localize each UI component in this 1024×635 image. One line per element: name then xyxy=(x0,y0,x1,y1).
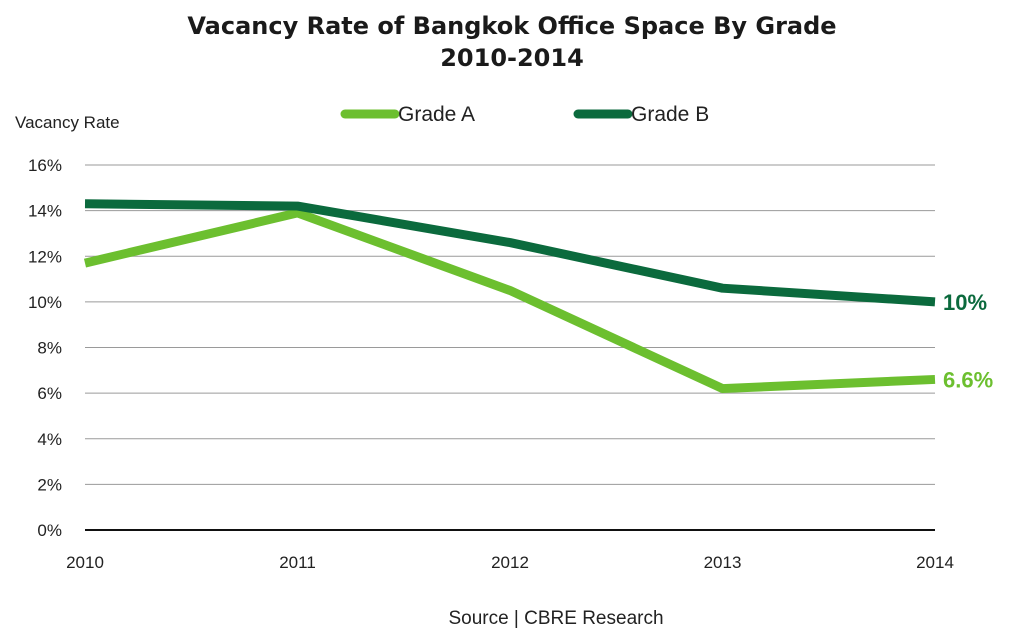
x-axis-ticks: 2010 2011 2012 2013 2014 xyxy=(66,553,954,572)
x-tick-label: 2011 xyxy=(279,553,316,572)
end-labels: 6.6% 10% xyxy=(943,290,993,393)
y-tick-label: 6% xyxy=(37,384,62,403)
series-lines xyxy=(83,199,936,394)
series-line-grade-a xyxy=(83,208,936,394)
series-line-grade-b xyxy=(84,199,936,307)
y-tick-label: 16% xyxy=(28,156,62,175)
source-note: Source | CBRE Research xyxy=(448,608,663,629)
y-tick-label: 2% xyxy=(37,475,62,494)
y-axis-ticks: 0% 2% 4% 6% 8% 10% 12% 14% 16% xyxy=(28,156,62,540)
x-tick-label: 2014 xyxy=(916,553,954,572)
y-tick-label: 8% xyxy=(37,339,62,358)
chart-title: Vacancy Rate of Bangkok Office Space By … xyxy=(187,12,836,40)
legend-label: Grade B xyxy=(631,103,709,126)
x-tick-label: 2012 xyxy=(491,553,529,572)
legend-label: Grade A xyxy=(398,103,475,126)
y-tick-label: 12% xyxy=(28,247,62,266)
y-axis-label: Vacancy Rate xyxy=(15,113,120,132)
legend: Grade A Grade B xyxy=(340,103,709,126)
x-tick-label: 2010 xyxy=(66,553,104,572)
y-tick-label: 10% xyxy=(28,293,62,312)
x-tick-label: 2013 xyxy=(704,553,742,572)
gridlines xyxy=(85,164,935,531)
end-data-label: 10% xyxy=(943,290,987,315)
y-tick-label: 4% xyxy=(37,430,62,449)
end-data-label: 6.6% xyxy=(943,367,993,392)
chart-subtitle: 2010-2014 xyxy=(440,44,584,72)
y-tick-label: 14% xyxy=(28,202,62,221)
y-tick-label: 0% xyxy=(37,521,62,540)
